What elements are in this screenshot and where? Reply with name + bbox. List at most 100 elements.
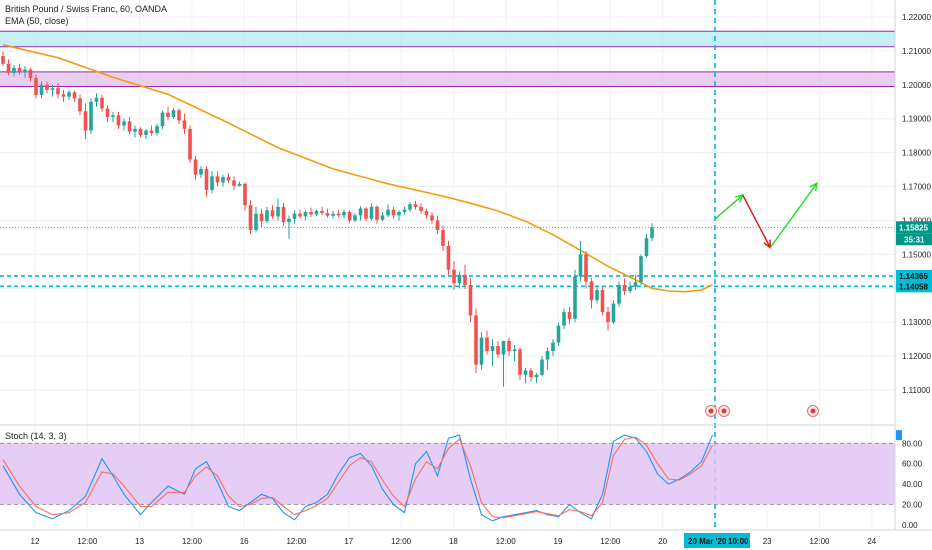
candle-body [408,204,412,210]
candle [611,300,616,324]
time-tick-label: 12 [31,537,40,546]
arrow-down-shaft [742,194,771,248]
time-tick-label: 12:00 [391,537,412,546]
time-tick-label: 24 [867,537,876,546]
candle [281,202,286,226]
candle-body [56,88,60,95]
candle [243,182,247,211]
price-axis: 1.22000 1.21000 1.20000 1.19000 1.18000 1.170… [902,13,931,530]
candle-body [270,210,275,217]
candle-body [144,130,148,136]
candle [644,234,649,258]
candle-body [100,97,104,109]
price-tick-label: 1.12000 [902,352,931,361]
candle-body [320,210,324,214]
candle-body [622,284,627,292]
candle [160,110,165,129]
candle-body [606,312,610,323]
arrow-up-1-shaft [714,194,744,220]
candle [259,208,264,228]
candle-body [188,128,192,160]
candle-body [298,213,302,217]
candle-body [281,206,286,223]
candle [226,172,231,184]
candle [221,174,225,187]
candle-body [523,370,528,375]
candle [435,215,440,235]
candle [6,59,11,76]
event-icon-dot [810,408,816,414]
candle-body [375,206,379,220]
candle [67,89,71,101]
time-tick-label: 16 [240,537,249,546]
time-cursor-date: 20 Mar '20 [688,537,727,546]
time-tick-label: 19 [554,537,563,546]
candle-body [518,349,522,375]
candle [606,306,610,331]
candle-body [611,303,616,323]
candle [23,66,27,79]
candle-body [529,370,533,378]
price-tick-label: 1.17000 [902,183,931,192]
candle-body [232,180,236,186]
candle-body [72,92,77,99]
candle [28,67,33,82]
candle [17,63,22,75]
candle-body [193,159,198,175]
candle [50,84,55,97]
candle-body [61,94,66,97]
candle [474,308,478,374]
candle [105,105,110,123]
candle [39,81,44,99]
stoch-tick-label: 0.00 [902,521,918,530]
candle [270,205,275,219]
candle [380,212,385,222]
stoch-band [0,443,895,505]
candle-body [34,78,38,95]
arrow-up-2 [769,181,818,249]
candle-body [479,337,484,365]
candle [386,204,390,218]
candle [309,207,313,218]
candle-body [226,177,231,181]
candle [490,339,495,367]
candle [342,209,346,219]
candle [56,83,60,99]
time-tick-label: 20 [658,537,667,546]
candle [463,264,467,289]
candle-body [254,213,258,230]
candle-body [628,286,632,292]
time-cursor-tag: 20 Mar '20 10:00 [684,533,750,548]
candle-body [50,88,55,90]
candle [232,176,236,190]
candle [210,171,214,194]
candle-body [573,276,577,319]
arrow-down [742,194,771,250]
candle [364,206,368,222]
candle [358,206,363,221]
candle-body [380,215,385,220]
candle-body [633,282,638,287]
candle-body [259,213,264,222]
candle [573,269,577,323]
last-price-tag-text: 1.15825 [899,223,928,232]
candle [34,74,38,99]
candle [562,308,566,330]
candle [501,340,506,387]
time-cursor-time: 10:00 [728,537,749,546]
candle-body [540,359,544,375]
candle-body [105,108,110,118]
candle-body [248,205,253,230]
level-2-tag-text: 1.14058 [899,282,928,291]
candle-body [243,183,247,206]
candle [254,206,258,233]
candle [248,200,253,235]
countdown-tag-bg [896,233,932,246]
candle [441,225,445,252]
countdown-tag-text: 35:31 [904,235,925,244]
candle-body [644,238,649,257]
candle [61,89,66,102]
candle [133,125,137,138]
candle-body [446,245,451,270]
